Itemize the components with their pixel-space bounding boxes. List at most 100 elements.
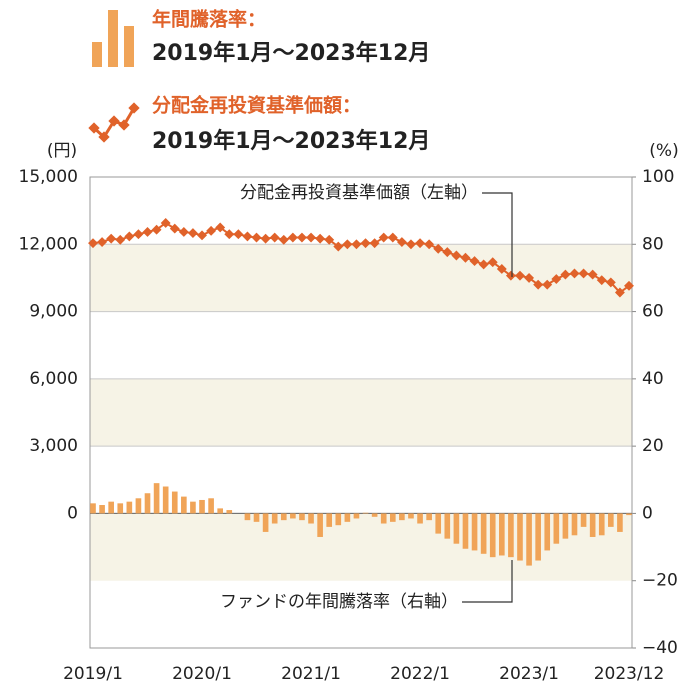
bar	[489, 513, 496, 558]
y2-tick-label: 20	[642, 436, 664, 456]
bar	[280, 513, 287, 521]
bar	[626, 513, 632, 516]
marker	[160, 218, 171, 228]
marker	[360, 238, 371, 249]
band	[90, 244, 632, 312]
bar	[571, 513, 578, 536]
legend-label: 年間騰落率：	[152, 8, 266, 31]
bar	[399, 513, 405, 521]
marker	[515, 270, 525, 281]
marker	[151, 224, 162, 235]
leader-line	[462, 560, 513, 603]
bar	[508, 513, 514, 558]
marker	[115, 234, 126, 245]
bar	[426, 513, 432, 521]
bar	[117, 503, 124, 514]
bar	[544, 513, 551, 551]
bar	[162, 486, 169, 514]
band	[90, 513, 632, 581]
marker	[387, 232, 398, 243]
bar	[353, 513, 360, 519]
marker	[269, 232, 280, 243]
y-tick-label: 6,000	[29, 369, 78, 389]
bar	[190, 501, 196, 514]
marker	[369, 238, 380, 249]
bar	[326, 513, 333, 527]
legend-line-icon	[88, 102, 140, 143]
marker	[406, 239, 416, 250]
marker	[505, 270, 516, 281]
y2-tick-label: −40	[642, 638, 678, 658]
marker	[169, 223, 180, 234]
bar	[526, 513, 532, 566]
y2-tick-label: 60	[642, 302, 664, 322]
marker	[88, 238, 98, 249]
bar	[181, 496, 187, 514]
bar	[380, 513, 387, 524]
y2-tick-label: 40	[642, 369, 664, 389]
bar	[498, 513, 505, 556]
x-tick-label: 2022/1	[390, 664, 450, 684]
marker	[396, 237, 407, 247]
bar	[244, 513, 251, 521]
x-tick-label: 2021/1	[281, 664, 341, 684]
marker	[224, 229, 235, 240]
marker	[178, 227, 189, 237]
plot-frame	[89, 176, 633, 649]
marker	[533, 279, 544, 290]
marker	[197, 230, 207, 241]
marker	[142, 227, 153, 237]
y-tick-label: 15,000	[19, 167, 78, 187]
bar	[253, 513, 260, 522]
marker	[133, 229, 144, 240]
marker	[415, 238, 426, 249]
bar	[435, 513, 442, 534]
bar	[317, 513, 323, 537]
bar	[262, 513, 269, 532]
bar	[226, 510, 233, 514]
marker	[260, 233, 271, 244]
bar	[199, 499, 205, 514]
bar	[517, 513, 523, 561]
bar	[580, 513, 587, 527]
legend-period: 2019年1月～2023年12月	[152, 128, 430, 154]
marker	[324, 234, 335, 245]
x-tick-label: 2023/1	[499, 664, 559, 684]
marker	[614, 287, 625, 298]
bar	[462, 513, 469, 549]
y-tick-label: 0	[67, 503, 78, 523]
legend-label: 分配金再投資基準価額：	[152, 94, 361, 117]
marker	[296, 232, 307, 243]
y-tick-label: 9,000	[29, 302, 78, 322]
bar	[535, 513, 541, 561]
bar	[208, 498, 214, 514]
bar	[589, 513, 596, 537]
bar	[144, 493, 151, 514]
bar	[562, 513, 569, 539]
y-tick-label: 3,000	[29, 436, 78, 456]
marker	[469, 256, 480, 267]
annotation: ファンドの年間騰落率（右軸）	[220, 592, 458, 612]
marker	[587, 269, 598, 280]
bar	[299, 513, 305, 521]
marker	[578, 268, 589, 279]
marker	[342, 239, 353, 250]
y2-tick-label: −20	[642, 571, 678, 591]
annotation: 分配金再投資基準価額（左軸）	[240, 183, 478, 203]
bar	[362, 512, 369, 514]
x-tick-label: 2023/12	[594, 664, 665, 684]
marker	[487, 257, 498, 268]
x-tick-label: 2020/1	[172, 664, 232, 684]
marker	[378, 232, 389, 243]
bar	[553, 513, 560, 544]
bar	[453, 513, 460, 544]
bar	[408, 513, 414, 519]
bar	[153, 483, 160, 514]
bar	[608, 513, 614, 527]
bar	[389, 513, 396, 522]
bar	[90, 503, 96, 514]
marker	[187, 228, 198, 239]
bar	[217, 508, 224, 514]
legend-bar-icon	[92, 10, 134, 67]
